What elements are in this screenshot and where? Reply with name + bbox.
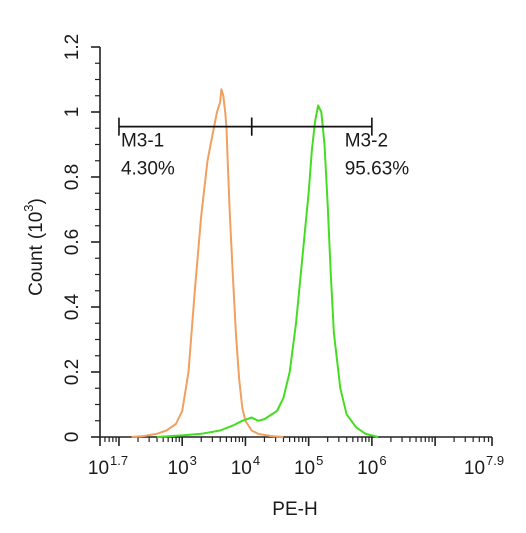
y-tick-label-group: 0 [62, 432, 83, 443]
y-axis-unit-close: ) [26, 198, 47, 204]
x-tick-label: 104 [231, 453, 260, 479]
y-tick-label-group: 1.2 [62, 34, 83, 60]
x-axis-title: PE-H [272, 499, 317, 520]
x-tick-label: 105 [294, 453, 323, 479]
gate-percent-label: 4.30% [121, 159, 175, 180]
x-tick-base: 10 [294, 458, 315, 479]
x-tick-label: 103 [168, 453, 197, 479]
x-tick-exponent: 6 [379, 453, 386, 468]
x-tick-base: 10 [88, 458, 109, 479]
gate-name-label: M3-2 [345, 131, 388, 152]
series-layer [131, 88, 379, 438]
gate-name-label: M3-1 [121, 131, 164, 152]
y-axis-unit-exp: 3 [21, 204, 36, 211]
y-tick-label-group: 0.6 [62, 229, 83, 255]
y-tick-label: 0.6 [62, 229, 83, 255]
y-axis-unit: (10 [26, 212, 47, 239]
histogram-series-1 [131, 88, 284, 438]
y-tick-label: 0.8 [62, 164, 83, 190]
y-tick-label: 0 [62, 432, 83, 443]
y-tick-label: 1.2 [62, 34, 83, 60]
gate-percent-label: 95.63% [345, 159, 410, 180]
y-axis-title-text: Count [26, 244, 47, 295]
y-tick-label: 0.4 [62, 293, 83, 320]
histogram-series-2 [156, 104, 379, 438]
y-tick-label-group: 0.2 [62, 359, 83, 385]
x-tick-label: 106 [357, 453, 386, 479]
x-tick-base: 10 [464, 458, 485, 479]
y-tick-label-group: 1 [62, 107, 83, 118]
gate-layer: M3-1 4.30% M3-2 95.63% [118, 117, 410, 180]
x-tick-exponent: 4 [253, 453, 260, 468]
y-tick-label: 0.2 [62, 359, 83, 385]
x-tick-base: 10 [357, 458, 378, 479]
x-tick-exponent: 5 [316, 453, 323, 468]
x-tick-exponent: 7.9 [486, 453, 504, 468]
x-tick-base: 10 [168, 458, 189, 479]
y-tick-label-group: 0.8 [62, 164, 83, 190]
x-tick-exponent: 3 [190, 453, 197, 468]
axes [91, 46, 493, 446]
y-tick-label-group: 0.4 [62, 293, 83, 320]
x-tick-base: 10 [231, 458, 252, 479]
x-tick-label: 101.7 [88, 453, 128, 479]
x-tick-label: 107.9 [464, 453, 504, 479]
x-tick-exponent: 1.7 [110, 453, 128, 468]
y-axis-title: Count (103) [21, 198, 47, 296]
y-tick-label: 1 [62, 107, 83, 118]
svg-text:Count(103): Count (103) [21, 198, 47, 296]
